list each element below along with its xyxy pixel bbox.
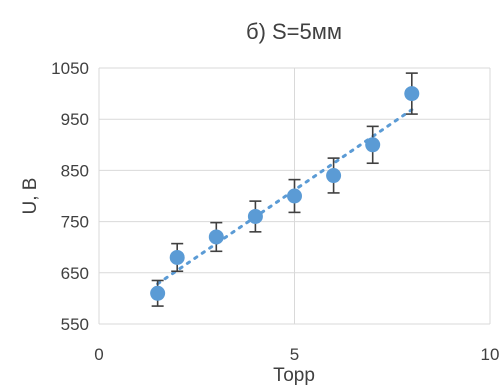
data-point <box>365 137 381 153</box>
data-point <box>208 229 224 245</box>
y-tick-label: 650 <box>61 264 89 283</box>
x-axis-label: Торр <box>273 365 315 386</box>
data-point <box>169 249 185 265</box>
x-tick-label: 5 <box>290 345 299 364</box>
x-tick-label: 0 <box>94 345 103 364</box>
data-point <box>287 188 302 204</box>
trendline <box>156 108 414 286</box>
data-point <box>247 208 263 224</box>
grid <box>98 67 491 325</box>
chart-title: б) S=5мм <box>246 19 342 44</box>
error-bars <box>151 72 418 307</box>
y-tick-label: 950 <box>61 110 89 129</box>
y-tick-label: 1050 <box>51 59 89 78</box>
data-point <box>150 285 166 301</box>
y-tick-label: 750 <box>61 213 89 232</box>
y-tick-label: 850 <box>61 161 89 180</box>
trendline-layer <box>156 108 414 286</box>
x-tick-label: 10 <box>481 345 500 364</box>
data-point <box>404 86 420 102</box>
y-axis-label: U, В <box>20 178 41 215</box>
tick-labels: 550 650 750 850 950 1050 0 5 10 <box>51 59 499 364</box>
data-points <box>150 86 420 301</box>
y-tick-label: 550 <box>61 315 89 334</box>
data-point <box>326 168 342 184</box>
